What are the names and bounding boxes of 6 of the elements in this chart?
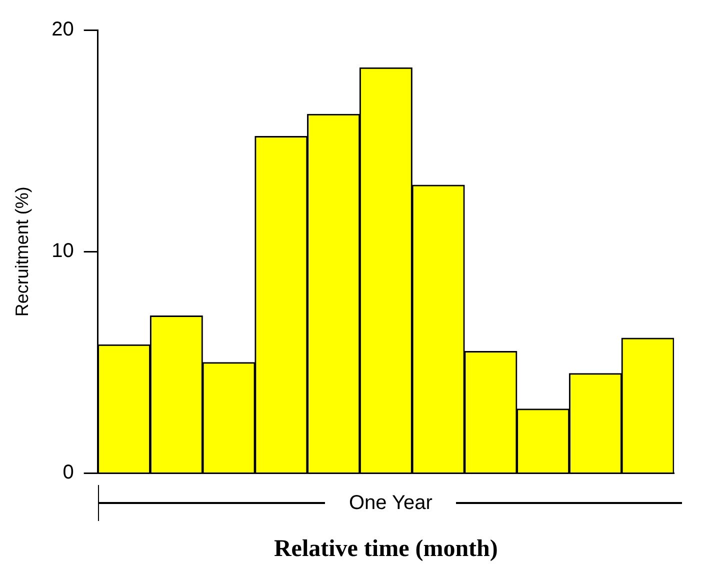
y-tick-label: 10 <box>52 240 74 262</box>
y-axis-title: Recruitment (%) <box>12 186 32 317</box>
x-axis-title: Relative time (month) <box>274 536 498 562</box>
y-tick-label: 0 <box>62 462 74 484</box>
span-bracket: One Year <box>98 485 682 522</box>
y-tick-label: 20 <box>52 18 74 41</box>
